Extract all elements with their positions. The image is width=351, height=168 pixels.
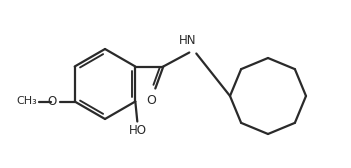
Text: HN: HN bbox=[179, 34, 196, 48]
Text: O: O bbox=[146, 94, 156, 107]
Text: HO: HO bbox=[129, 124, 147, 137]
Text: O: O bbox=[47, 95, 57, 108]
Text: CH₃: CH₃ bbox=[16, 96, 37, 107]
